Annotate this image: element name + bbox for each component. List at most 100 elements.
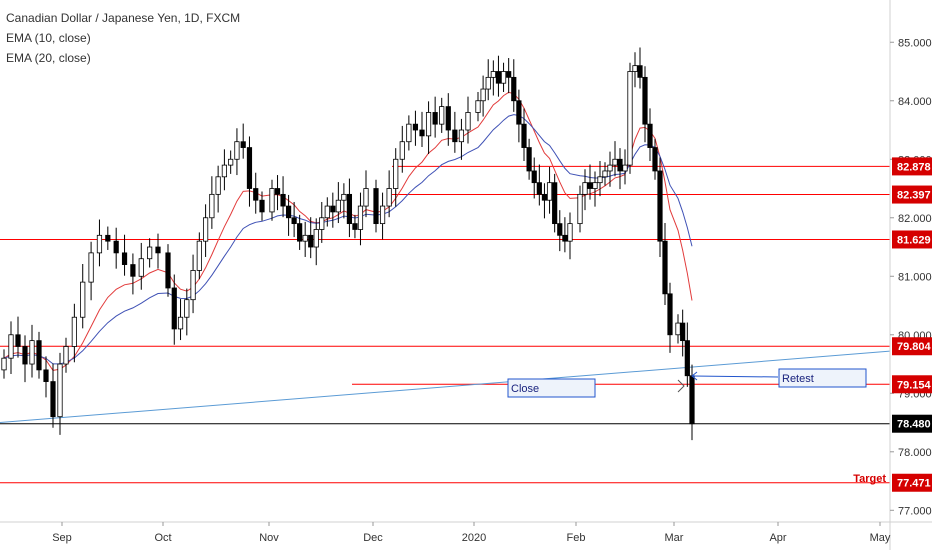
x-tick-label: Sep <box>52 532 72 544</box>
candle-up <box>341 193 347 201</box>
x-tick-label: Nov <box>259 532 279 544</box>
level-price-label: 81.629 <box>897 234 931 246</box>
target-label: Target <box>853 473 886 485</box>
candle-down <box>536 182 542 195</box>
candle-down <box>330 205 336 213</box>
time-axis: Sep Oct Nov Dec 2020 Feb Mar Apr May <box>0 521 932 544</box>
ascending-trendline <box>0 350 891 424</box>
candle-up <box>675 322 681 336</box>
candle-up <box>147 246 153 260</box>
candle-up <box>567 223 573 242</box>
candle-up <box>622 164 628 172</box>
candle-down <box>22 346 28 365</box>
candle-down <box>419 129 425 137</box>
candle-down <box>652 147 658 172</box>
candle-down <box>130 264 136 277</box>
level-price-label: 82.397 <box>897 190 931 202</box>
candle-up <box>607 164 613 172</box>
candle-up <box>485 76 491 90</box>
candle-up <box>196 240 202 271</box>
level-price-badge <box>892 337 932 356</box>
candle-down <box>541 193 548 201</box>
candle-down <box>445 106 451 131</box>
candle-down <box>36 340 42 371</box>
candle-up <box>80 281 86 318</box>
candle-up <box>269 188 275 213</box>
candle-down <box>291 217 297 225</box>
candle-up <box>29 340 35 365</box>
candle-down <box>637 65 643 78</box>
candle-down <box>240 141 246 148</box>
candle-up <box>546 182 553 201</box>
x-tick-label: Dec <box>363 532 383 544</box>
candle-up <box>190 270 196 301</box>
chart-title: Canadian Dollar / Japanese Yen, 1D, FXCM <box>6 11 241 25</box>
candle-up <box>393 158 399 189</box>
candle-up <box>386 188 392 207</box>
level-price-badge <box>892 473 932 492</box>
level-price-badge <box>892 157 932 176</box>
candle-down <box>521 123 527 148</box>
candle-up <box>582 182 588 195</box>
candle-up <box>602 170 608 178</box>
close-label: Close <box>511 383 539 395</box>
candle-up <box>490 71 496 78</box>
candle-down <box>552 182 558 225</box>
candle-up <box>597 176 603 184</box>
candle-up <box>177 316 184 330</box>
candle-up <box>363 188 369 207</box>
candle-up <box>632 65 638 72</box>
candle-down <box>105 234 111 242</box>
candle-down <box>412 123 419 131</box>
candle-up <box>202 217 209 242</box>
candle-down <box>647 123 653 148</box>
candle-up <box>221 164 227 178</box>
candle-down <box>557 223 563 236</box>
candle-up <box>8 334 14 359</box>
annotations: Close Retest Target <box>507 368 886 485</box>
candle-up <box>379 205 386 225</box>
candle-up <box>184 299 190 318</box>
candle-down <box>526 147 532 172</box>
candle-down <box>506 71 512 78</box>
candle-up <box>425 112 432 137</box>
candle-down <box>280 193 286 207</box>
candle-up <box>96 234 103 254</box>
candle-up <box>138 258 144 277</box>
retest-arrow-line <box>692 375 779 378</box>
candle-up <box>324 205 330 219</box>
candle-down <box>495 71 502 84</box>
x-tick-label: Oct <box>154 532 171 544</box>
level-price-label: 82.878 <box>897 161 931 173</box>
candle-down <box>667 293 673 336</box>
x-tick-label: Mar <box>665 532 684 544</box>
retest-label: Retest <box>782 373 814 385</box>
indicator-ema20: EMA (20, close) <box>6 51 91 65</box>
candle-up <box>612 158 618 166</box>
level-price-badge <box>892 230 932 249</box>
candle-down <box>432 112 438 125</box>
candle-up <box>319 217 325 230</box>
candle-up <box>592 182 598 189</box>
current-price-label: 78.480 <box>897 419 931 431</box>
candle-down <box>171 287 177 330</box>
retest-box <box>778 368 867 388</box>
candle-down <box>662 240 668 295</box>
candle-down <box>121 252 128 265</box>
candle-down <box>259 199 265 213</box>
y-tick-label: 85.000 <box>898 37 932 49</box>
candle-down <box>274 188 281 195</box>
candle-up <box>228 158 234 166</box>
y-tick-label: 81.000 <box>898 271 932 283</box>
candle-up <box>439 106 445 125</box>
candle-down <box>587 182 593 189</box>
candle-up <box>57 363 63 418</box>
level-price-label: 79.804 <box>897 341 932 353</box>
candle-up <box>215 176 221 195</box>
candle-down <box>253 188 259 201</box>
candle-down <box>689 375 695 425</box>
indicator-ema10: EMA (10, close) <box>6 31 91 45</box>
candle-down <box>452 129 458 143</box>
candle-down <box>113 240 119 254</box>
